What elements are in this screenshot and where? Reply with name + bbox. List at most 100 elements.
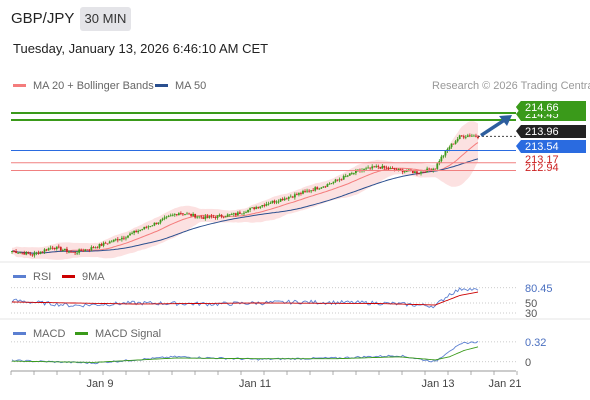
legend-macd-label: MACD: [33, 328, 66, 340]
candle-body: [21, 252, 24, 254]
candle-body: [411, 171, 414, 173]
candle-body: [340, 179, 343, 181]
candle-body: [277, 201, 280, 203]
candle-body: [137, 230, 140, 233]
candle-body: [302, 191, 304, 194]
candle-body: [365, 168, 367, 170]
time-axis: Jan 9 Jan 11 Jan 13 Jan 21: [10, 370, 522, 390]
candle-body: [450, 143, 453, 148]
candle-body: [255, 207, 258, 210]
candle-body: [346, 175, 349, 177]
legend-macd-signal-label: MACD Signal: [95, 328, 162, 340]
candle-body: [184, 214, 186, 215]
candle-body: [43, 249, 46, 252]
level-label-box: [516, 101, 586, 114]
rsi-level-label: 50: [525, 298, 537, 310]
candle-body: [125, 237, 127, 239]
candle-body: [310, 190, 313, 192]
candle-body: [442, 155, 445, 157]
candle-body: [344, 175, 347, 177]
candle-body: [84, 249, 87, 252]
timeframe-button[interactable]: 30 MIN: [80, 7, 131, 31]
candle-body: [393, 168, 396, 170]
candle-body: [96, 247, 99, 249]
timestamp: Tuesday, January 13, 2026 6:46:10 AM CET: [13, 41, 269, 56]
candle-body: [179, 213, 182, 214]
candle-body: [320, 187, 323, 189]
candle-body: [462, 136, 465, 138]
candle-body: [324, 186, 327, 188]
candle-body: [279, 198, 282, 202]
candle-body: [428, 168, 431, 170]
candle-body: [78, 249, 81, 253]
candle-body: [157, 222, 160, 224]
candle-body: [200, 216, 203, 218]
candle-body: [269, 203, 272, 204]
candle-body: [438, 161, 441, 164]
candle-body: [440, 156, 443, 162]
candle-body: [399, 168, 402, 170]
candle-body: [291, 196, 294, 198]
candle-body: [338, 179, 341, 181]
candle-body: [446, 149, 449, 151]
bollinger-band: [12, 121, 478, 260]
candle-body: [456, 139, 459, 142]
candle-body: [116, 239, 119, 241]
candle-body: [383, 165, 386, 168]
candle-body: [145, 226, 148, 228]
candle-body: [230, 214, 233, 215]
candle-body: [177, 213, 180, 216]
candle-body: [304, 191, 306, 192]
candle-body: [64, 248, 66, 250]
candle-body: [452, 143, 455, 145]
ma9-swatch: [62, 274, 75, 278]
candle-body: [389, 167, 392, 169]
candle-body: [15, 251, 17, 253]
candle-body: [306, 190, 308, 192]
candle-body: [210, 216, 213, 217]
candle-body: [82, 250, 85, 252]
candle-body: [273, 200, 276, 203]
candle-body: [212, 216, 215, 218]
candle-body: [29, 253, 32, 255]
macd-level-label: 0.32: [525, 337, 546, 349]
chart-header: GBP/JPY 30 MIN Tuesday, January 13, 2026…: [0, 0, 590, 70]
time-axis-label: Jan 9: [87, 378, 114, 390]
candle-body: [232, 213, 235, 215]
candle-body: [127, 235, 129, 238]
time-axis-label: Jan 11: [239, 378, 271, 390]
candle-body: [47, 248, 50, 251]
candle-body: [94, 247, 97, 249]
candle-body: [328, 183, 331, 185]
legend-macd: MACD: [13, 328, 65, 340]
candle-body: [342, 176, 345, 180]
candle-body: [70, 251, 72, 253]
candle-body: [129, 233, 131, 236]
candle-body: [196, 216, 199, 218]
candle-body: [458, 135, 461, 140]
candle-body: [13, 251, 15, 252]
candle-body: [475, 135, 477, 137]
candle-body: [350, 173, 353, 175]
candle-body: [37, 252, 40, 254]
macd-panel: 0.32 0: [11, 337, 546, 369]
candle-body: [74, 252, 76, 253]
candle-body: [473, 135, 475, 137]
candle-body: [422, 171, 424, 173]
candle-body: [182, 213, 184, 215]
legend-ma50: MA 50: [155, 80, 206, 92]
candle-body: [61, 249, 64, 251]
candle-body: [167, 215, 170, 217]
rsi-level-label: 30: [525, 308, 537, 320]
candle-body: [123, 237, 125, 239]
candle-body: [312, 190, 315, 192]
candle-body: [265, 204, 268, 206]
rsi-ma-line: [12, 291, 479, 306]
level-label-213.54: 213.54: [516, 140, 586, 153]
candle-body: [49, 247, 52, 249]
candle-body: [334, 179, 337, 182]
legend-9ma: 9MA: [62, 271, 105, 283]
candle-body: [153, 222, 156, 226]
candle-body: [403, 171, 406, 173]
candle-body: [348, 173, 351, 176]
